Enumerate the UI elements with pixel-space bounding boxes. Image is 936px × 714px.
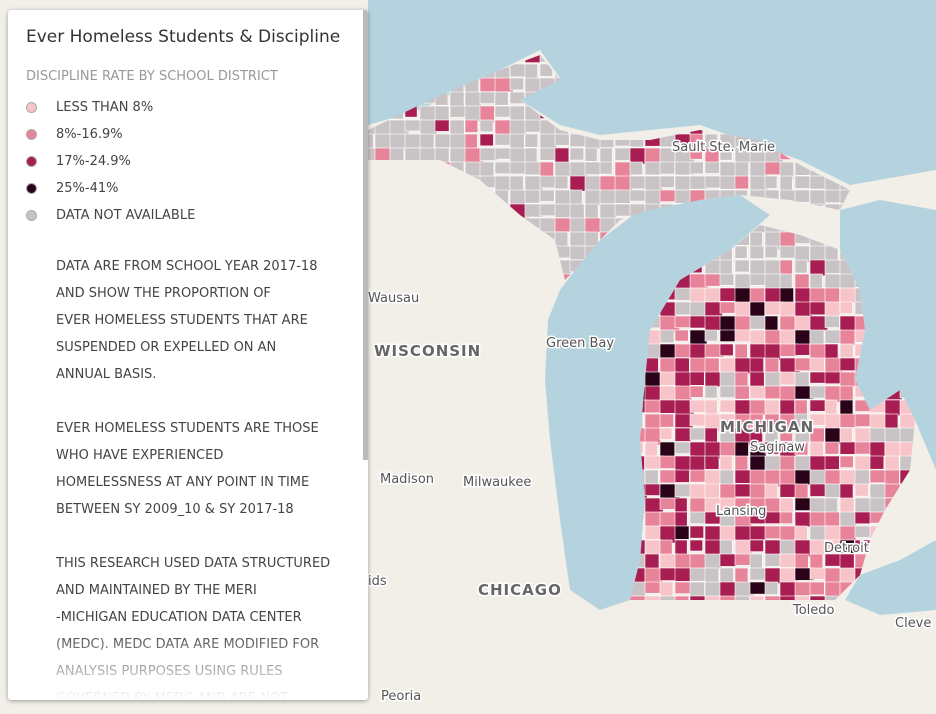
note-paragraph: DATA ARE FROM SCHOOL YEAR 2017-18 AND SHO… (56, 253, 330, 388)
legend-label: 8%-16.9% (56, 127, 123, 142)
legend-label: 17%-24.9% (56, 154, 131, 169)
legend-swatch (26, 210, 37, 221)
map-label: MICHIGAN (720, 418, 814, 436)
legend-item: LESS THAN 8% (26, 94, 195, 121)
legend-swatch (26, 183, 37, 194)
map-label: Toledo (792, 603, 835, 618)
note-line: SUSPENDED OR EXPELLED ON AN (56, 340, 277, 355)
note-line: AND MAINTAINED BY THE MERI (56, 583, 257, 598)
legend-label: DATA NOT AVAILABLE (56, 208, 196, 223)
water (368, 0, 936, 615)
map-label: Sault Ste. Marie (672, 140, 775, 155)
note-line: AND SHOW THE PROPORTION OF (56, 286, 271, 301)
legend-swatch (26, 102, 37, 113)
note-line: BETWEEN SY 2009_10 & SY 2017-18 (56, 502, 294, 517)
panel-title: Ever Homeless Students & Discipline (26, 27, 341, 47)
map-label: Lansing (716, 504, 766, 519)
note-line: HOMELESSNESS AT ANY POINT IN TIME (56, 475, 310, 490)
map-label: Cleve (895, 616, 931, 631)
note-line: -MICHIGAN EDUCATION DATA CENTER (56, 610, 302, 625)
note-line: EVER HOMELESS STUDENTS THAT ARE (56, 313, 308, 328)
map-label: WISCONSIN (374, 342, 481, 360)
note-paragraph: EVER HOMELESS STUDENTS ARE THOSE WHO HAVE… (56, 415, 330, 523)
note-line: ANNUAL BASIS. (56, 367, 157, 382)
map-label: Green Bay (546, 336, 614, 351)
map-label: Madison (380, 472, 434, 487)
legend-label: 25%-41% (56, 181, 119, 196)
legend-swatch (26, 129, 37, 140)
note-line: WHO HAVE EXPERIENCED (56, 448, 224, 463)
legend-label: LESS THAN 8% (56, 100, 154, 115)
map-label: CHICAGO (478, 581, 562, 599)
scrollbar[interactable] (363, 10, 368, 460)
note-line: DATA ARE FROM SCHOOL YEAR 2017-18 (56, 259, 318, 274)
fade (8, 630, 368, 700)
legend-item: 8%-16.9% (26, 121, 195, 148)
map-label: Saginaw (750, 440, 805, 455)
legend-swatch (26, 156, 37, 167)
map-label: Peoria (381, 689, 421, 704)
map-label: Detroit (824, 541, 869, 556)
legend-panel: Ever Homeless Students & Discipline DISC… (8, 10, 368, 700)
legend-heading: DISCIPLINE RATE BY SCHOOL DISTRICT (26, 69, 278, 84)
legend-item: DATA NOT AVAILABLE (26, 202, 195, 229)
legend-item: 25%-41% (26, 175, 195, 202)
note-line: THIS RESEARCH USED DATA STRUCTURED (56, 556, 331, 571)
note-line: EVER HOMELESS STUDENTS ARE THOSE (56, 421, 319, 436)
map-label: Milwaukee (463, 475, 531, 490)
legend-item: 17%-24.9% (26, 148, 195, 175)
map-label: ids (368, 574, 387, 589)
map-label: Wausau (368, 291, 419, 306)
